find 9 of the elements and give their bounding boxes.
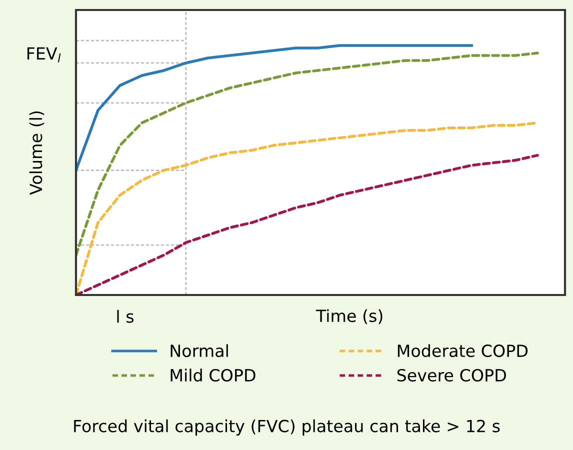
legend-label: Mild COPD [170, 368, 256, 382]
text: l s [117, 310, 134, 323]
text: Forced vital capacity (FVC) plateau can take > 12 s [74, 419, 500, 436]
x-axis-title: Time (s) [316, 309, 382, 324]
legend-label: Normal [170, 344, 228, 358]
y-axis-title: Volume (l) [29, 111, 44, 195]
legend-label: Moderate COPD [398, 344, 528, 358]
legend-label: Severe COPD [397, 368, 506, 382]
ref-line-label: FEV$_{l}$ [27, 47, 61, 62]
